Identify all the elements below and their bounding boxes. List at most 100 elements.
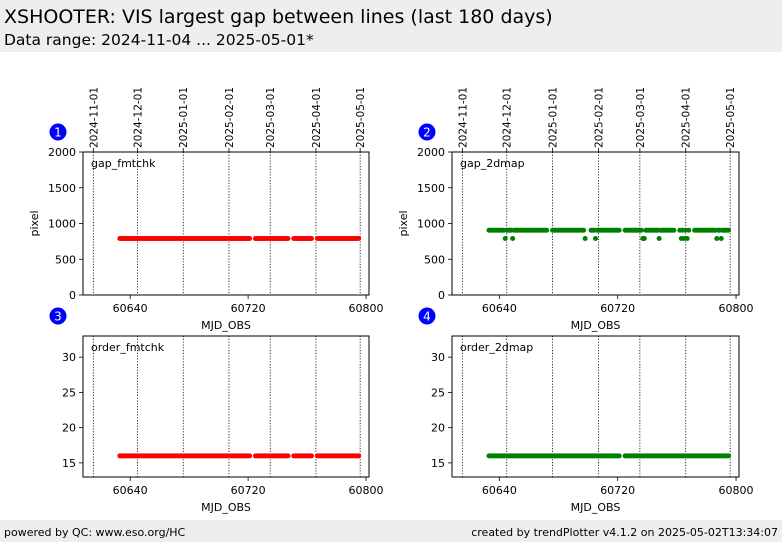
x-tick-label: 60640 (482, 302, 517, 315)
page-title: XSHOOTER: VIS largest gap between lines … (4, 6, 553, 28)
x-tick-label: 60640 (113, 302, 148, 315)
y-tick-label: 0 (69, 289, 76, 302)
x-tick-label: 60640 (482, 484, 517, 497)
chart-panel-3: 15 20 25 30 60640 60720 60800 MJD_OBS order_fmtc… (49, 307, 384, 514)
data-point (616, 227, 622, 233)
data-point (502, 236, 508, 242)
data-point (247, 453, 253, 459)
panel-label: order_fmtchk (91, 341, 165, 354)
footer-generator: created by trendPlotter v4.1.2 on 2025-0… (471, 526, 778, 539)
y-tick-label: 25 (431, 386, 445, 399)
date-label: 2024-11-01 (457, 87, 469, 148)
chart-panel-1: 2024-11-01 2024-12-01 2025-01-01 2025-02-01… (28, 87, 384, 332)
data-point (726, 453, 732, 459)
data-point (581, 227, 587, 233)
y-tick-label: 2000 (48, 146, 76, 159)
data-point (726, 227, 732, 233)
panel-badge (49, 307, 67, 325)
data-point (582, 236, 588, 242)
chart-panel-2: 2024-11-01 2024-12-01 2025-01-01 2025-02-01… (397, 87, 754, 332)
data-point (616, 453, 622, 459)
date-label: 2025-02-01 (593, 87, 605, 148)
footer-bar (0, 520, 782, 542)
x-tick-label: 60720 (231, 302, 266, 315)
y-axis-label: pixel (397, 210, 410, 236)
date-label: 2025-01-01 (548, 87, 560, 148)
x-axis-label: MJD_OBS (571, 319, 621, 332)
x-tick-label: 60800 (719, 484, 754, 497)
y-tick-label: 2000 (417, 146, 445, 159)
panel-label: order_2dmap (460, 341, 533, 354)
data-point (686, 227, 692, 233)
plot-frame (82, 151, 370, 296)
y-tick-label: 30 (431, 351, 445, 364)
panel-label: gap_2dmap (460, 157, 525, 170)
data-point (510, 236, 516, 242)
x-tick-label: 60720 (600, 302, 635, 315)
date-label: 2025-05-01 (355, 87, 367, 148)
data-point (309, 236, 315, 242)
x-axis-label: MJD_OBS (201, 319, 251, 332)
y-tick-label: 1500 (417, 182, 445, 195)
data-point (356, 236, 362, 242)
data-point (671, 227, 677, 233)
x-tick-label: 60800 (719, 302, 754, 315)
panel-badge (418, 307, 436, 325)
date-label: 2025-03-01 (265, 87, 277, 148)
date-label: 2025-03-01 (635, 87, 647, 148)
panel-badge (49, 123, 67, 141)
x-axis-label: MJD_OBS (201, 501, 251, 514)
data-point (247, 236, 253, 242)
plots-area: 2024-11-01 2024-12-01 2025-01-01 2025-02-01… (28, 87, 754, 514)
date-label: 2025-02-01 (224, 87, 236, 148)
y-tick-label: 20 (431, 422, 445, 435)
y-tick-label: 0 (438, 289, 445, 302)
plot-frame (451, 335, 740, 478)
y-tick-label: 1000 (48, 218, 76, 231)
data-point (285, 236, 291, 242)
data-point (684, 236, 690, 242)
data-point (309, 453, 315, 459)
plot-frame (451, 151, 740, 296)
panel-badge-number: 2 (423, 126, 431, 140)
page-subtitle: Data range: 2024-11-04 ... 2025-05-01* (4, 31, 314, 49)
x-tick-label: 60640 (113, 484, 148, 497)
footer-credit: powered by QC: www.eso.org/HC (4, 526, 186, 539)
x-axis-label: MJD_OBS (571, 501, 621, 514)
date-label: 2024-12-01 (502, 87, 514, 148)
panel-badge-number: 1 (54, 126, 62, 140)
x-tick-label: 60720 (231, 484, 266, 497)
date-label: 2025-05-01 (725, 87, 737, 148)
data-point (641, 236, 647, 242)
x-tick-label: 60800 (349, 302, 384, 315)
y-tick-label: 500 (55, 253, 76, 266)
data-point (714, 236, 720, 242)
date-label: 2024-11-01 (88, 87, 100, 148)
y-tick-label: 15 (431, 457, 445, 470)
plot-frame (82, 335, 370, 478)
data-point (356, 453, 362, 459)
x-tick-label: 60720 (600, 484, 635, 497)
date-label: 2024-12-01 (133, 87, 145, 148)
y-tick-label: 1500 (48, 182, 76, 195)
data-point (656, 236, 662, 242)
y-tick-label: 15 (62, 457, 76, 470)
y-tick-label: 20 (62, 422, 76, 435)
data-point (593, 236, 598, 242)
data-point (544, 227, 550, 233)
date-label: 2025-04-01 (681, 87, 693, 148)
y-tick-label: 25 (62, 386, 76, 399)
chart-panel-4: 15 20 25 30 60640 60720 60800 MJD_OBS order_2dma… (418, 307, 754, 514)
y-tick-label: 30 (62, 351, 76, 364)
date-label: 2025-01-01 (178, 87, 190, 148)
panel-badge (418, 123, 436, 141)
panel-badge-number: 4 (423, 310, 431, 324)
y-tick-label: 500 (424, 253, 445, 266)
data-point (718, 236, 724, 242)
y-axis-label: pixel (28, 210, 41, 236)
header-bar (0, 0, 782, 52)
panel-label: gap_fmtchk (91, 157, 156, 170)
y-tick-label: 1000 (417, 218, 445, 231)
data-point (285, 453, 291, 459)
data-point (638, 227, 644, 233)
